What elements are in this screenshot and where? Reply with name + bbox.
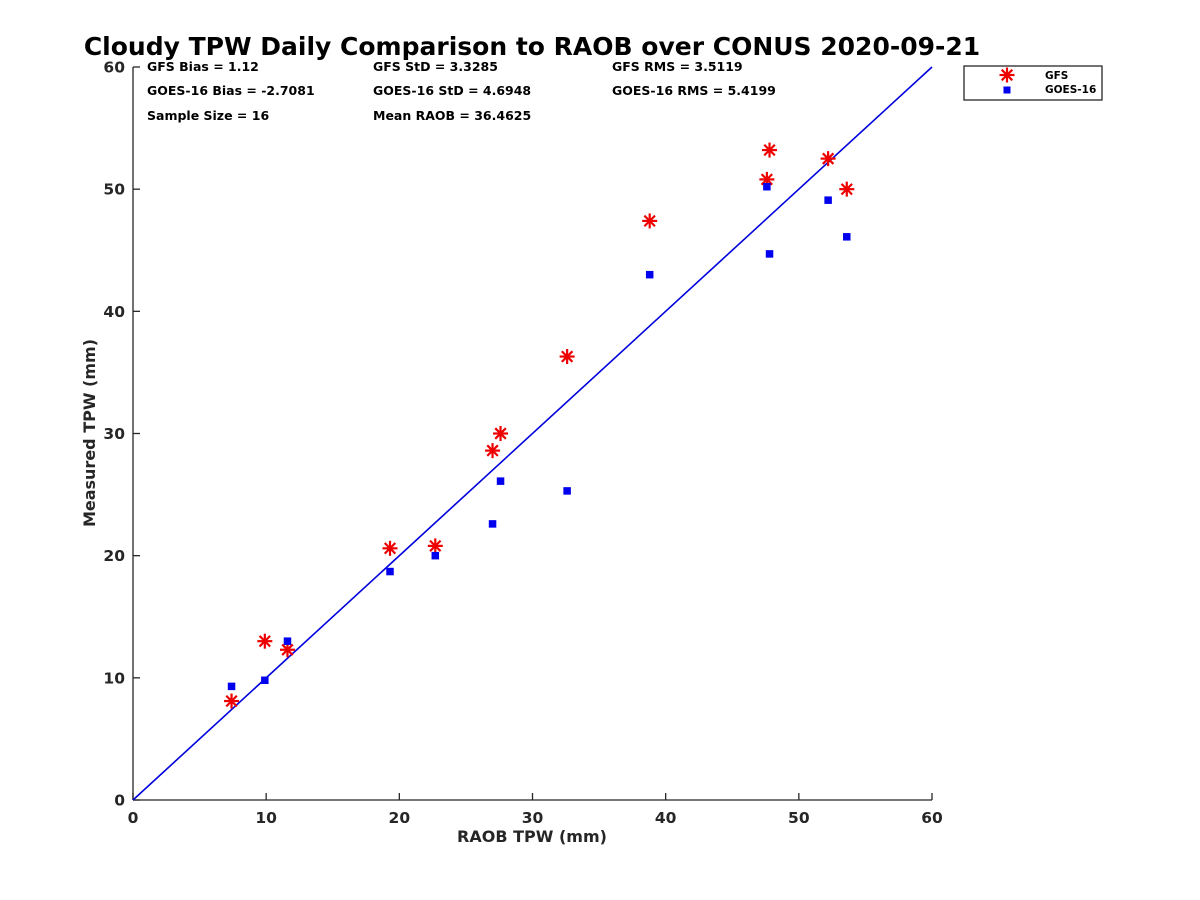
y-tick-label: 20 [103, 547, 125, 565]
x-tick-label: 30 [522, 809, 544, 827]
annotation-gfs-bias: GFS Bias = 1.12 [147, 59, 259, 74]
goes16-point [261, 676, 269, 685]
x-ticks: 0 10 20 30 40 50 60 [128, 793, 943, 827]
goes16-point [645, 270, 654, 279]
y-tick-label: 60 [103, 59, 125, 77]
y-tick-label: 30 [103, 425, 125, 443]
gfs-point [485, 443, 501, 459]
x-tick-label: 60 [921, 809, 943, 827]
asterisk-stroke [281, 643, 294, 656]
goes16-point [227, 682, 236, 691]
x-tick-label: 10 [255, 809, 277, 827]
plot-area: 0 10 20 30 40 50 60 0 10 20 30 40 50 60 [103, 59, 943, 828]
stats-annotations: GFS Bias = 1.12 GFS StD = 3.3285 GFS RMS… [147, 59, 776, 123]
legend-marker-goes16 [1003, 86, 1011, 94]
asterisk-stroke [429, 539, 442, 552]
series-goes16 [227, 182, 851, 691]
asterisk-stroke [763, 143, 776, 157]
goes16-point [824, 196, 832, 204]
x-tick-label: 0 [128, 809, 139, 827]
x-tick-label: 40 [655, 809, 677, 827]
goes16-point [563, 487, 571, 495]
annotation-mean-raob: Mean RAOB = 36.4625 [373, 108, 531, 123]
x-axis-label: RAOB TPW (mm) [457, 827, 607, 846]
legend-label-gfs: GFS [1045, 70, 1068, 82]
asterisk-stroke [486, 444, 499, 457]
y-ticks: 0 10 20 30 40 50 60 [103, 59, 140, 810]
legend: GFS GOES-16 [963, 65, 1103, 101]
gfs-point [382, 540, 398, 556]
gfs-point [493, 426, 509, 441]
asterisk-stroke [643, 214, 656, 228]
legend-marker-gfs [999, 67, 1015, 83]
annotation-goes16-bias: GOES-16 Bias = -2.7081 [147, 83, 315, 98]
y-tick-label: 10 [103, 669, 125, 687]
asterisk-stroke [840, 183, 853, 196]
y-axis-label: Measured TPW (mm) [80, 339, 99, 527]
asterisk-stroke [225, 694, 238, 708]
goes16-point [431, 551, 440, 560]
series-layer [224, 142, 855, 709]
legend-label-goes16: GOES-16 [1045, 84, 1096, 96]
annotation-goes16-rms: GOES-16 RMS = 5.4199 [612, 83, 776, 98]
x-tick-label: 20 [389, 809, 411, 827]
asterisk-stroke [561, 350, 574, 363]
gfs-point [224, 693, 240, 709]
asterisk-stroke [383, 542, 397, 555]
y-tick-label: 0 [114, 792, 125, 810]
gfs-point [427, 538, 443, 554]
y-tick-label: 50 [103, 181, 125, 199]
asterisk-stroke [822, 152, 835, 165]
asterisk-stroke [1000, 68, 1014, 82]
goes16-point [496, 477, 505, 485]
asterisk-stroke [258, 635, 271, 648]
gfs-point [820, 151, 836, 167]
y-tick-label: 40 [103, 303, 125, 321]
goes16-point [763, 182, 771, 191]
gfs-point [839, 181, 855, 197]
gfs-point [257, 633, 273, 649]
gfs-point [559, 349, 575, 365]
goes16-point [843, 233, 851, 241]
annotation-gfs-rms: GFS RMS = 3.5119 [612, 59, 743, 74]
goes16-point [488, 520, 497, 528]
annotation-sample-size: Sample Size = 16 [147, 108, 269, 123]
annotation-goes16-std: GOES-16 StD = 4.6948 [373, 83, 531, 98]
legend-box [963, 65, 1103, 101]
gfs-point [762, 142, 778, 158]
asterisk-stroke [494, 427, 507, 440]
goes16-point [765, 250, 774, 258]
annotation-gfs-std: GFS StD = 3.3285 [373, 59, 498, 74]
legend-goes16-symbol [1003, 86, 1011, 94]
asterisk-stroke [760, 173, 773, 186]
x-tick-label: 50 [788, 809, 810, 827]
gfs-point [642, 213, 658, 229]
goes16-point [283, 637, 292, 645]
legend-gfs-symbol [999, 67, 1015, 83]
goes16-point [386, 567, 394, 576]
chart-title: Cloudy TPW Daily Comparison to RAOB over… [84, 32, 980, 61]
